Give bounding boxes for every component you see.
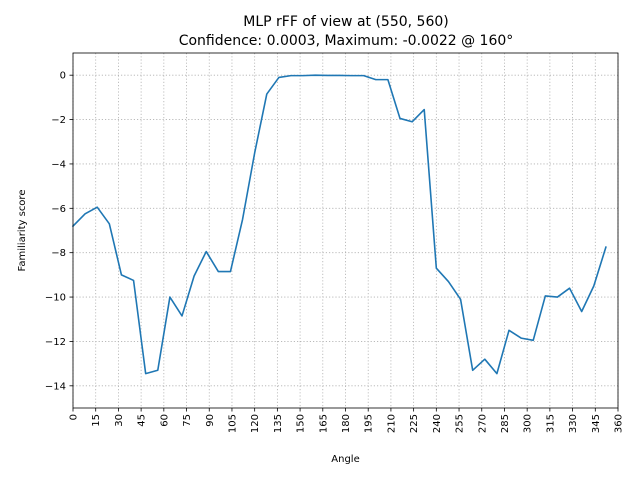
x-tick-label: 270 <box>477 414 488 433</box>
x-tick-label: 360 <box>614 414 625 433</box>
x-tick-label: 15 <box>91 414 102 427</box>
y-tick-label: −8 <box>51 248 66 259</box>
x-tick-label: 105 <box>227 414 238 433</box>
x-tick-label: 75 <box>182 414 193 427</box>
x-tick-label: 90 <box>205 414 216 427</box>
x-tick-label: 255 <box>455 414 466 433</box>
x-tick-label: 135 <box>273 414 284 433</box>
chart-title: MLP rFF of view at (550, 560) <box>243 14 449 30</box>
x-tick-label: 240 <box>432 414 443 433</box>
x-tick-label: 315 <box>545 414 556 433</box>
y-tick-label: −2 <box>51 115 66 126</box>
y-tick-label: −6 <box>51 204 66 215</box>
x-tick-label: 210 <box>386 414 397 433</box>
x-axis-label: Angle <box>331 454 359 465</box>
x-tick-label: 195 <box>364 414 375 433</box>
x-tick-label: 165 <box>318 414 329 433</box>
x-tick-label: 345 <box>591 414 602 433</box>
y-tick-label: −4 <box>51 159 66 170</box>
x-tick-label: 300 <box>523 414 534 433</box>
y-axis-label: Familiarity score <box>17 190 28 272</box>
series-layer <box>71 74 607 375</box>
x-tick-label: 30 <box>114 414 125 427</box>
x-tick-label: 45 <box>137 414 148 427</box>
x-tick-label: 330 <box>568 414 579 433</box>
x-tick-label: 285 <box>500 414 511 433</box>
x-tick-label: 120 <box>250 414 261 433</box>
y-tick-label: −14 <box>45 381 66 392</box>
x-tick-label: 180 <box>341 414 352 433</box>
series-line <box>71 74 607 375</box>
x-tick-label: 225 <box>409 414 420 433</box>
y-tick-label: −12 <box>45 337 66 348</box>
x-tick-label: 60 <box>159 414 170 427</box>
y-tick-label: −10 <box>45 293 66 304</box>
chart-subtitle: Confidence: 0.0003, Maximum: -0.0022 @ 1… <box>179 33 514 49</box>
grid-lines <box>72 53 619 408</box>
x-tick-label: 0 <box>69 414 80 420</box>
x-tick-label: 150 <box>296 414 307 433</box>
axis-ticks: 0 15 30 45 60 75 90 105 120 135 150 165 180 195 210 225… <box>45 71 625 433</box>
y-tick-label: 0 <box>60 71 66 82</box>
